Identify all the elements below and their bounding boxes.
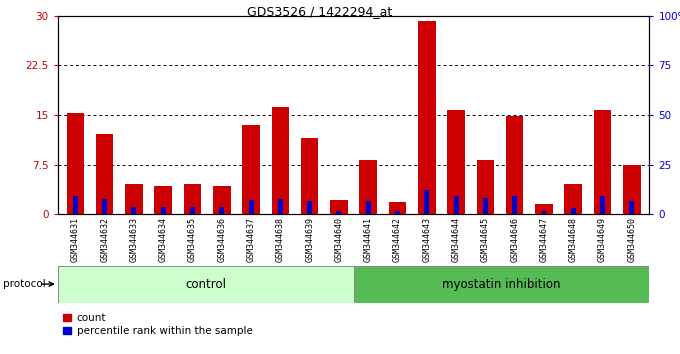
Bar: [424, 190, 429, 214]
Bar: [541, 211, 547, 214]
Bar: [160, 207, 166, 214]
Bar: [623, 165, 641, 214]
Bar: [213, 186, 231, 214]
Bar: [630, 201, 634, 214]
Text: GSM344639: GSM344639: [305, 217, 314, 262]
Bar: [483, 198, 488, 214]
Bar: [389, 202, 407, 214]
Bar: [154, 187, 172, 214]
Bar: [477, 160, 494, 214]
Text: myostatin inhibition: myostatin inhibition: [442, 278, 561, 291]
Bar: [337, 211, 341, 214]
Bar: [360, 160, 377, 214]
Bar: [184, 184, 201, 214]
Bar: [96, 133, 114, 214]
Bar: [564, 184, 582, 214]
Bar: [67, 113, 84, 214]
Text: GSM344644: GSM344644: [452, 217, 460, 262]
Text: GSM344647: GSM344647: [539, 217, 549, 262]
Text: control: control: [185, 278, 226, 291]
Bar: [58, 266, 354, 303]
Bar: [447, 110, 465, 214]
Text: GSM344634: GSM344634: [158, 217, 168, 262]
Bar: [454, 196, 458, 214]
Text: GSM344648: GSM344648: [568, 217, 578, 262]
Bar: [131, 207, 137, 214]
Text: GSM344640: GSM344640: [335, 217, 343, 262]
Bar: [242, 125, 260, 214]
Legend: count, percentile rank within the sample: count, percentile rank within the sample: [63, 313, 252, 336]
Bar: [125, 184, 143, 214]
Text: protocol: protocol: [3, 279, 46, 289]
Text: GSM344650: GSM344650: [628, 217, 636, 262]
Bar: [190, 207, 195, 214]
Text: GSM344642: GSM344642: [393, 217, 402, 262]
Bar: [366, 201, 371, 214]
Bar: [506, 116, 524, 214]
Bar: [220, 207, 224, 214]
Bar: [271, 107, 289, 214]
Bar: [307, 201, 312, 214]
Text: GSM344635: GSM344635: [188, 217, 197, 262]
Text: GSM344633: GSM344633: [129, 217, 139, 262]
Text: GSM344631: GSM344631: [71, 217, 80, 262]
Bar: [278, 199, 283, 214]
Bar: [301, 138, 318, 214]
Text: GSM344646: GSM344646: [510, 217, 519, 262]
Bar: [330, 200, 347, 214]
Bar: [73, 196, 78, 214]
Bar: [102, 199, 107, 214]
Text: GSM344643: GSM344643: [422, 217, 431, 262]
Bar: [571, 208, 576, 214]
Bar: [535, 204, 553, 214]
Text: GSM344645: GSM344645: [481, 217, 490, 262]
Bar: [418, 21, 436, 214]
Bar: [594, 110, 611, 214]
Text: GSM344636: GSM344636: [218, 217, 226, 262]
Text: GSM344637: GSM344637: [247, 217, 256, 262]
Bar: [395, 211, 400, 214]
Text: GSM344641: GSM344641: [364, 217, 373, 262]
Bar: [354, 266, 649, 303]
Bar: [512, 196, 517, 214]
Bar: [249, 200, 254, 214]
Text: GSM344638: GSM344638: [276, 217, 285, 262]
Text: GDS3526 / 1422294_at: GDS3526 / 1422294_at: [247, 5, 392, 18]
Text: GSM344649: GSM344649: [598, 217, 607, 262]
Bar: [600, 196, 605, 214]
Text: GSM344632: GSM344632: [100, 217, 109, 262]
